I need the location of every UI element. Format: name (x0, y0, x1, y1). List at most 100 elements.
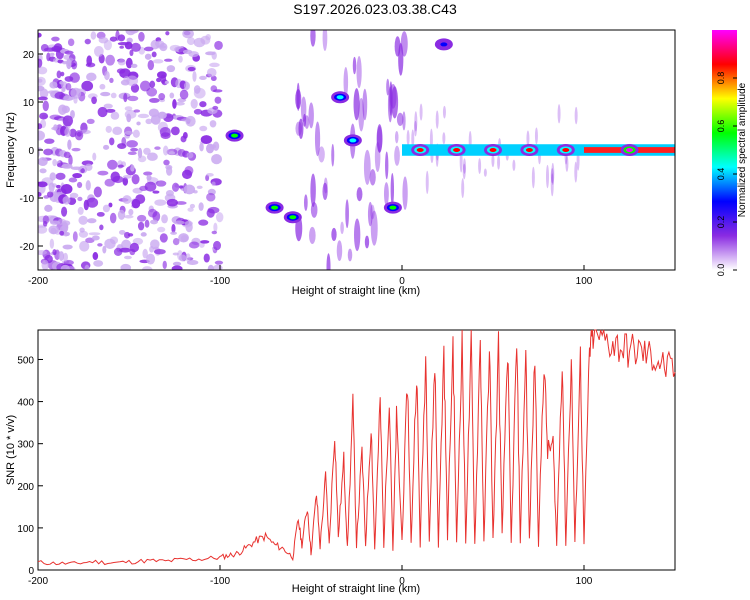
noise-speckle (38, 250, 48, 256)
noise-speckle (193, 108, 203, 115)
noise-speckle (207, 206, 220, 214)
streak-mark (318, 146, 325, 163)
noise-speckle (44, 138, 55, 144)
noise-speckle (212, 141, 220, 151)
noise-speckle (149, 97, 160, 103)
noise-speckle (122, 174, 132, 179)
noise-speckle (61, 206, 68, 217)
noise-speckle (169, 92, 175, 99)
noise-speckle (187, 66, 196, 72)
noise-speckle (166, 198, 178, 207)
noise-speckle (77, 196, 83, 202)
noise-speckle (104, 70, 110, 81)
streak-mark (310, 173, 316, 208)
bleed-mark (462, 163, 466, 180)
noise-speckle (86, 72, 97, 82)
noise-speckle (50, 220, 61, 225)
noise-speckle (130, 42, 141, 52)
noise-speckle (71, 147, 81, 152)
bleed-mark (425, 170, 429, 194)
bleed-mark (459, 150, 463, 173)
blob-core (453, 148, 461, 152)
noise-speckle (187, 207, 194, 212)
noise-speckle (164, 80, 170, 84)
noise-speckle (182, 30, 194, 39)
bleed-mark (442, 105, 446, 119)
bleed-mark (435, 110, 439, 129)
noise-speckle (93, 260, 104, 267)
noise-speckle (110, 92, 117, 99)
streak-mark (295, 121, 302, 136)
noise-speckle (170, 126, 180, 136)
noise-speckle (63, 151, 71, 159)
noise-speckle (103, 39, 112, 51)
noise-speckle (205, 34, 211, 41)
streak-mark (376, 124, 383, 153)
blob-core (349, 138, 357, 143)
noise-speckle (183, 81, 191, 90)
noise-speckle (129, 242, 140, 253)
noise-speckle (126, 113, 132, 123)
noise-speckle (84, 38, 91, 45)
noise-speckle (64, 127, 71, 137)
noise-speckle (140, 232, 147, 237)
noise-speckle (212, 105, 219, 110)
noise-speckle (124, 130, 134, 135)
noise-speckle (62, 196, 71, 205)
noise-speckle (68, 177, 78, 183)
streak-mark (323, 177, 328, 194)
spectrogram-mark-group (38, 30, 675, 270)
main-band (402, 144, 675, 156)
noise-speckle (165, 164, 173, 170)
streak-mark (310, 30, 316, 47)
noise-speckle (142, 266, 153, 270)
noise-speckle (186, 152, 194, 159)
noise-speckle (192, 70, 197, 82)
noise-speckle (49, 81, 58, 89)
noise-speckle (205, 51, 216, 56)
snr-xtick-label: 100 (576, 576, 593, 587)
noise-speckle (124, 41, 133, 50)
noise-speckle (162, 145, 169, 156)
snr-xtick-label: 0 (399, 576, 405, 587)
noise-speckle (127, 233, 134, 237)
bleed-mark (550, 173, 554, 197)
noise-speckle (70, 87, 82, 99)
noise-speckle (116, 68, 126, 74)
spectrogram-ytick-label: 20 (23, 50, 35, 61)
bleed-mark (461, 178, 465, 198)
bleed-mark (413, 120, 417, 137)
noise-speckle (159, 42, 168, 52)
noise-speckle (173, 220, 185, 225)
noise-speckle (70, 110, 75, 119)
noise-speckle (186, 260, 199, 266)
noise-speckle (126, 75, 139, 87)
snr-panel: -200 -100 0 100 0 100 200 300 400 500 Height of s… (5, 329, 676, 595)
noise-speckle (198, 202, 204, 211)
noise-speckle (118, 229, 126, 235)
noise-speckle (189, 203, 196, 209)
noise-speckle (137, 155, 147, 163)
noise-speckle (117, 209, 126, 220)
bleed-mark (419, 103, 423, 121)
noise-speckle (38, 157, 48, 166)
noise-speckle (63, 95, 74, 102)
noise-speckle (207, 264, 215, 270)
noise-speckle (210, 85, 218, 93)
noise-speckle (48, 182, 55, 193)
blob-core (489, 148, 497, 152)
noise-speckle (92, 152, 97, 161)
noise-speckle (97, 170, 109, 176)
noise-speckle (124, 106, 133, 111)
noise-speckle (62, 252, 68, 262)
noise-speckle (84, 264, 90, 270)
noise-speckle (53, 43, 63, 52)
noise-speckle (130, 147, 139, 152)
noise-speckle (153, 249, 166, 255)
noise-speckle (52, 249, 57, 256)
bleed-mark (491, 153, 495, 168)
noise-speckle (62, 244, 73, 250)
noise-speckle (56, 70, 62, 79)
streak-mark (385, 151, 389, 180)
snr-ticks: -200 -100 0 100 0 100 200 300 400 500 (17, 355, 592, 587)
